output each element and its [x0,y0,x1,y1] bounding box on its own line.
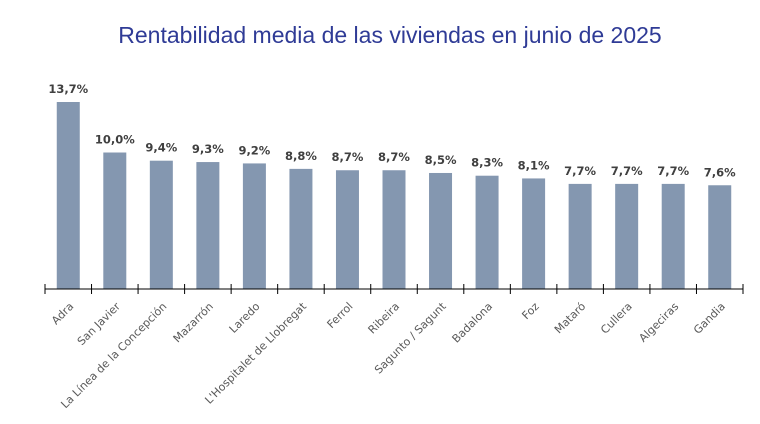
data-label: 8,7% [332,150,364,164]
data-label: 8,1% [518,158,550,172]
bar [568,183,592,289]
category-label: Gandia [691,300,728,337]
data-label: 7,7% [611,164,643,178]
category-label: Adra [49,300,76,327]
category-label: Ferrol [325,300,356,331]
category-label: Cullera [598,300,635,337]
data-label: 8,3% [471,156,503,170]
bar [429,172,453,289]
bar [382,170,406,289]
data-label: 7,7% [657,164,689,178]
data-label: 9,2% [238,143,270,157]
category-label: Mazarrón [171,300,216,345]
data-label: 7,6% [704,165,736,179]
chart-title: Rentabilidad media de las viviendas en j… [118,22,662,48]
data-label: 8,7% [378,150,410,164]
category-label: San Javier [75,300,123,348]
bar [103,152,127,289]
data-label: 7,7% [564,164,596,178]
bar [615,183,639,289]
category-label: Laredo [227,300,263,336]
data-label: 13,7% [48,82,88,96]
bar [335,170,359,289]
bar [56,102,80,289]
bar [475,175,499,289]
bar [196,162,220,289]
data-label: 8,5% [425,153,457,167]
category-label: Ribeira [366,300,403,337]
data-label: 8,8% [285,149,317,163]
bar [522,178,546,289]
data-label: 9,4% [145,141,177,155]
category-label: Algeciras [636,300,681,345]
bar [289,168,313,289]
bar [661,183,685,289]
bar [149,160,173,289]
category-label: Badalona [450,300,496,346]
category-label: Mataró [552,300,588,336]
bar [242,163,266,289]
category-label: Foz [519,300,541,322]
data-label: 10,0% [95,133,135,147]
bar [708,185,732,289]
data-label: 9,3% [192,142,224,156]
